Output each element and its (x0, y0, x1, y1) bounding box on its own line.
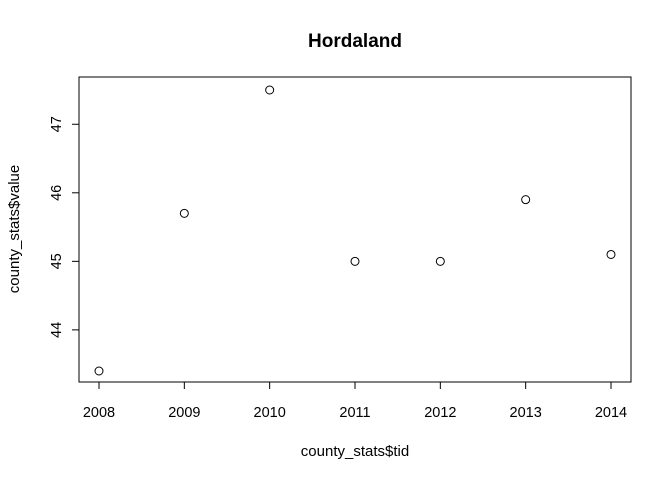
x-tick-label: 2009 (168, 405, 200, 421)
chart-title: Hordaland (308, 31, 402, 52)
y-axis: 44 45 46 47 (49, 116, 80, 338)
data-point (350, 256, 360, 266)
x-tick-label: 2010 (254, 405, 286, 421)
x-axis: 2008 2009 2010 2011 2012 2013 2014 (83, 381, 627, 421)
data-point (94, 366, 104, 376)
y-tick-label: 44 (49, 322, 65, 338)
x-tick-label: 2014 (595, 405, 627, 421)
data-point (435, 256, 445, 266)
data-point (179, 208, 189, 218)
x-tick-label: 2012 (424, 405, 456, 421)
x-axis-label: county_stats$tid (301, 443, 409, 460)
data-point (265, 85, 275, 95)
y-tick-label: 45 (49, 253, 65, 269)
plot-area-border (78, 76, 632, 383)
x-tick-label: 2011 (339, 405, 370, 421)
x-tick-label: 2008 (83, 405, 115, 421)
y-axis-label: county_stats$value (6, 165, 23, 293)
y-tick-label: 47 (49, 116, 65, 132)
data-point (521, 195, 531, 205)
y-tick-label: 46 (49, 185, 65, 201)
x-tick-label: 2013 (510, 405, 542, 421)
data-point (606, 249, 616, 259)
data-points (94, 85, 616, 376)
